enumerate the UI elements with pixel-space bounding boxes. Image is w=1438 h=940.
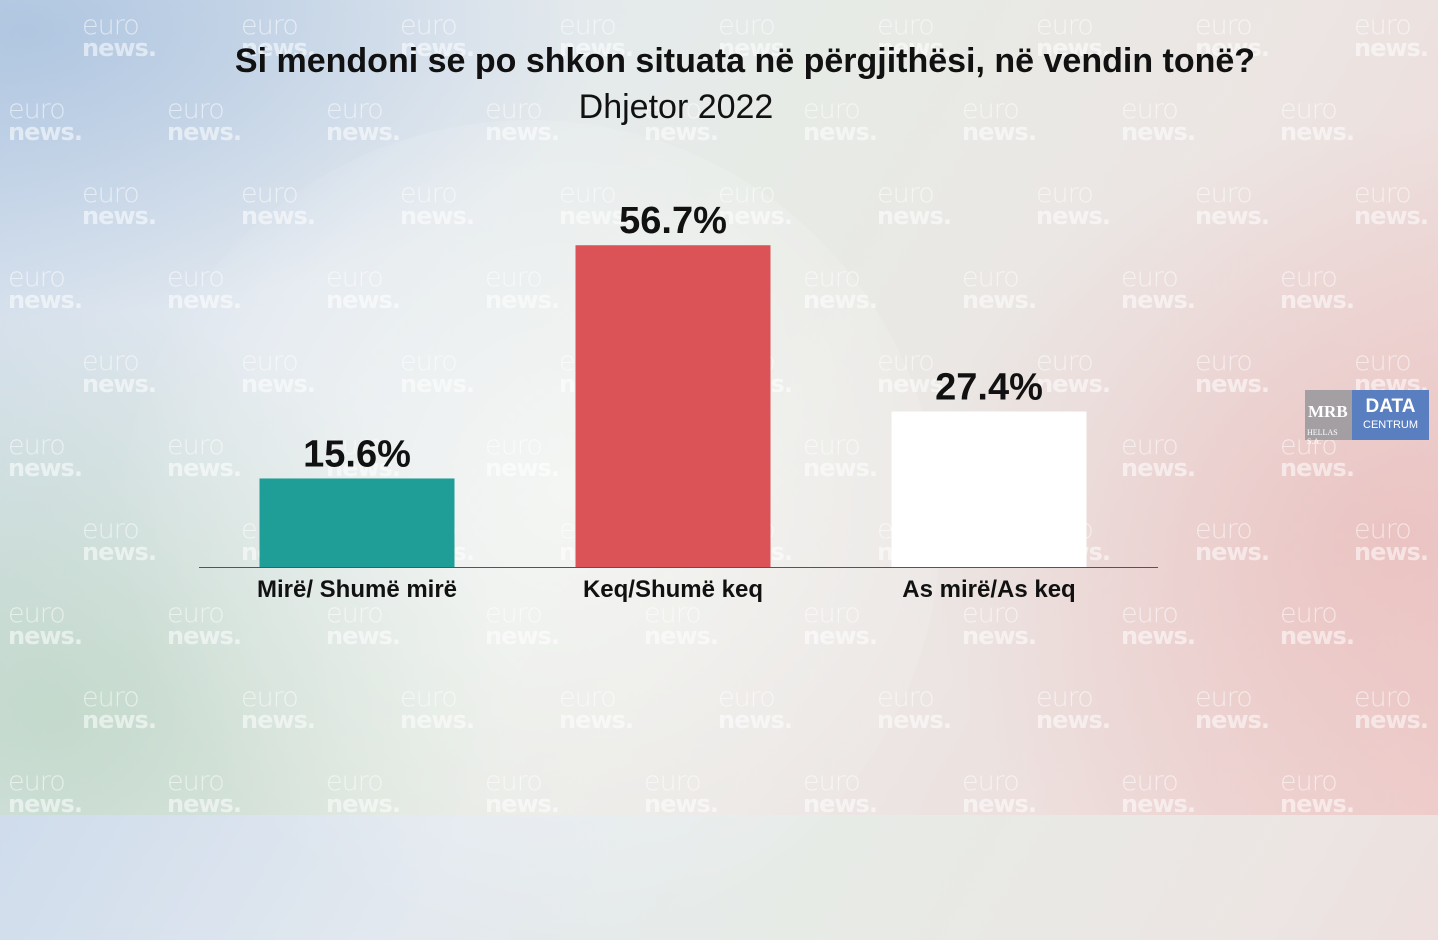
logo-mrb-text: MRB (1308, 402, 1348, 421)
category-label-3: As mirë/As keq (902, 576, 1075, 603)
category-label-2: Keq/Shumë keq (583, 576, 763, 603)
bar-1 (259, 478, 455, 567)
bar-2 (575, 245, 771, 568)
background-circle (120, 120, 940, 940)
logo-data-block: DATA CENTRUM (1352, 390, 1429, 440)
logo-mrb-block: MRB HELLAS S.A. (1305, 390, 1352, 446)
mrb-data-centrum-logo: MRB HELLAS S.A. DATA CENTRUM (1305, 390, 1429, 446)
logo-mrb-subtext: HELLAS S.A. (1307, 428, 1338, 446)
bar-value-label-2: 56.7% (619, 200, 727, 242)
bar-chart: 15.6% Mirë/ Shumë mirë 56.7% Keq/Shumë keq 2… (199, 200, 1158, 603)
bar-3 (891, 411, 1087, 567)
logo-centrum-text: CENTRUM (1363, 419, 1418, 431)
bar-value-label-3: 27.4% (935, 367, 1043, 409)
bar-value-label-1: 15.6% (303, 433, 411, 475)
chart-subtitle: Dhjetor 2022 (578, 88, 774, 126)
chart-title: Si mendoni se po shkon situata në përgji… (234, 42, 1256, 80)
logo-data-text: DATA (1365, 396, 1416, 417)
category-label-1: Mirë/ Shumë mirë (257, 576, 457, 603)
